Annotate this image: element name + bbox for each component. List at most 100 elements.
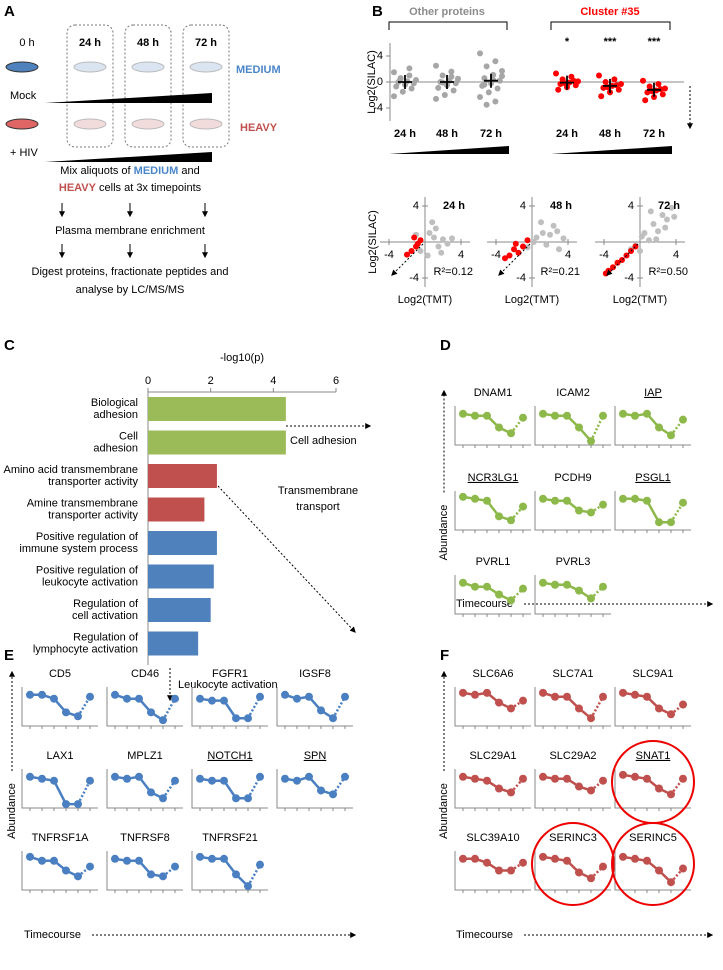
point: [638, 233, 645, 240]
y-tick-label: 0: [377, 76, 383, 88]
point: [433, 62, 439, 69]
point: [329, 714, 337, 723]
point: [655, 80, 662, 87]
axes: [614, 491, 691, 531]
series-name: SLC6A6: [473, 668, 514, 680]
bracket: [550, 21, 671, 30]
point: [411, 234, 418, 241]
y-axis-label: Abundance: [438, 783, 450, 839]
point: [459, 409, 467, 418]
series-name: NOTCH1: [207, 750, 252, 762]
point: [538, 219, 544, 226]
point: [341, 692, 349, 701]
series-name: SPN: [304, 750, 327, 762]
series-name: PSGL1: [635, 472, 670, 484]
point: [530, 239, 537, 245]
point: [520, 243, 526, 250]
series-name: SLC29A1: [469, 750, 516, 762]
y-tick-label: -4: [373, 102, 383, 114]
point: [435, 84, 442, 91]
point: [655, 784, 663, 793]
point: [550, 222, 557, 229]
point: [515, 249, 522, 256]
point: [455, 75, 461, 82]
point: [26, 690, 34, 699]
point: [483, 858, 491, 867]
point: [655, 423, 663, 432]
point: [393, 83, 400, 90]
point: [483, 688, 491, 697]
x-tick-label: 24 h: [556, 128, 578, 140]
point: [631, 690, 639, 699]
y-axis-label: Log2(SILAC): [367, 210, 379, 274]
point: [560, 235, 567, 242]
highlight-circle: [531, 822, 615, 906]
point: [492, 98, 499, 105]
point: [507, 788, 515, 797]
x-axis-label: Log2(TMT): [505, 294, 559, 306]
x-tick-label: 48 h: [599, 128, 621, 140]
point: [611, 76, 618, 83]
point: [499, 73, 505, 80]
point: [507, 596, 515, 605]
point: [244, 714, 252, 723]
point: [619, 494, 627, 503]
point: [281, 690, 289, 699]
significance: ***: [648, 36, 662, 48]
chart-title: 72 h: [658, 200, 680, 212]
point: [495, 698, 503, 707]
point: [341, 772, 349, 781]
y-tick-label: adhesion: [93, 409, 138, 421]
dish: [5, 118, 39, 130]
point: [631, 494, 639, 503]
point: [147, 788, 155, 797]
dish: [189, 118, 223, 130]
point: [519, 696, 527, 705]
point: [208, 776, 216, 785]
y-tick-label: transporter activity: [48, 509, 138, 521]
point: [563, 411, 571, 420]
highlight-circle: [611, 822, 695, 906]
step-text: analyse by LC/MS/MS: [76, 284, 185, 296]
point: [599, 692, 607, 701]
point: [659, 91, 666, 98]
point: [220, 854, 228, 863]
bracket: [388, 21, 508, 30]
point: [391, 69, 397, 76]
point: [640, 77, 646, 84]
point: [159, 794, 167, 803]
point: [483, 776, 491, 785]
point: [123, 774, 131, 783]
point: [679, 700, 687, 709]
group-label: Other proteins: [409, 6, 485, 18]
series-name: TNFRSF1A: [32, 832, 90, 844]
point: [414, 240, 421, 247]
wedge: [389, 146, 509, 154]
point: [111, 690, 119, 699]
profile-line-dotted: [161, 698, 177, 721]
point: [667, 878, 675, 887]
y-tick-label: -4: [624, 272, 634, 284]
point: [171, 862, 179, 871]
point: [575, 423, 583, 432]
point: [171, 776, 179, 785]
point: [317, 706, 325, 715]
point: [50, 776, 58, 785]
point: [449, 235, 455, 242]
point: [587, 874, 595, 883]
point: [452, 80, 459, 87]
point: [587, 508, 595, 517]
axes: [276, 769, 353, 809]
point: [477, 93, 483, 100]
axes: [454, 769, 531, 809]
point: [643, 856, 651, 865]
point: [471, 582, 479, 591]
axes: [106, 769, 183, 809]
point: [643, 692, 651, 701]
point: [679, 415, 687, 424]
axes: [106, 687, 183, 727]
series-name: LAX1: [47, 750, 74, 762]
point: [524, 237, 531, 244]
x-axis-label: Timecourse: [456, 598, 513, 610]
step-text: Digest proteins, fractionate peptides an…: [32, 266, 229, 278]
